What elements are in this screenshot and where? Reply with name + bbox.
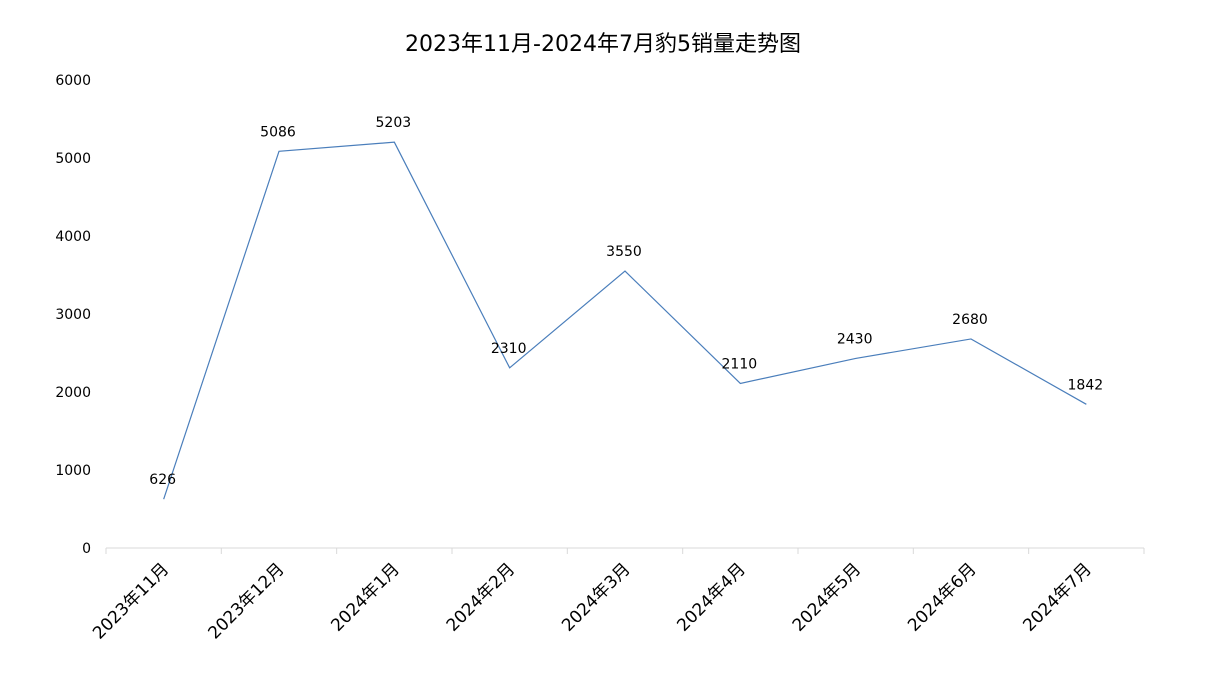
- x-axis: [105, 547, 1145, 554]
- data-label: 2430: [837, 331, 873, 347]
- x-tick-label: 2024年7月: [1019, 559, 1095, 635]
- x-tick-label: 2023年12月: [204, 559, 288, 643]
- x-tick-label: 2024年5月: [789, 559, 865, 635]
- data-label: 626: [149, 472, 176, 488]
- y-tick-label: 1000: [55, 463, 91, 479]
- y-tick-label: 3000: [55, 307, 91, 323]
- x-tick-label: 2024年2月: [443, 559, 519, 635]
- series-line-group: [163, 141, 1087, 500]
- data-label: 3550: [606, 244, 642, 260]
- data-label: 5203: [376, 115, 412, 131]
- x-tick-label: 2024年6月: [904, 559, 980, 635]
- y-tick-label: 4000: [55, 229, 91, 245]
- data-label: 2310: [491, 341, 527, 357]
- y-axis-ticks: 0 1000 2000 3000 4000 5000 6000: [55, 73, 91, 557]
- data-label: 2680: [952, 312, 988, 328]
- x-tick-label: 2024年1月: [327, 559, 403, 635]
- data-label: 1842: [1068, 377, 1104, 393]
- y-tick-label: 6000: [55, 73, 91, 89]
- y-tick-label: 0: [82, 541, 91, 557]
- x-tick-label: 2023年11月: [89, 559, 173, 643]
- x-tick-label: 2024年3月: [558, 559, 634, 635]
- y-tick-label: 2000: [55, 385, 91, 401]
- x-tick-label: 2024年4月: [673, 559, 749, 635]
- data-labels: 626 5086 5203 2310 3550 2110 2430 2680 1842: [149, 115, 1103, 488]
- data-label: 5086: [260, 124, 296, 140]
- series-line: [163, 141, 1087, 500]
- data-label: 2110: [722, 356, 758, 372]
- x-axis-tick-labels: 2023年11月 2023年12月 2024年1月 2024年2月 2024年3月 202…: [89, 559, 1096, 643]
- y-tick-label: 5000: [55, 151, 91, 167]
- chart-title: 2023年11月-2024年7月豹5销量走势图: [405, 32, 801, 57]
